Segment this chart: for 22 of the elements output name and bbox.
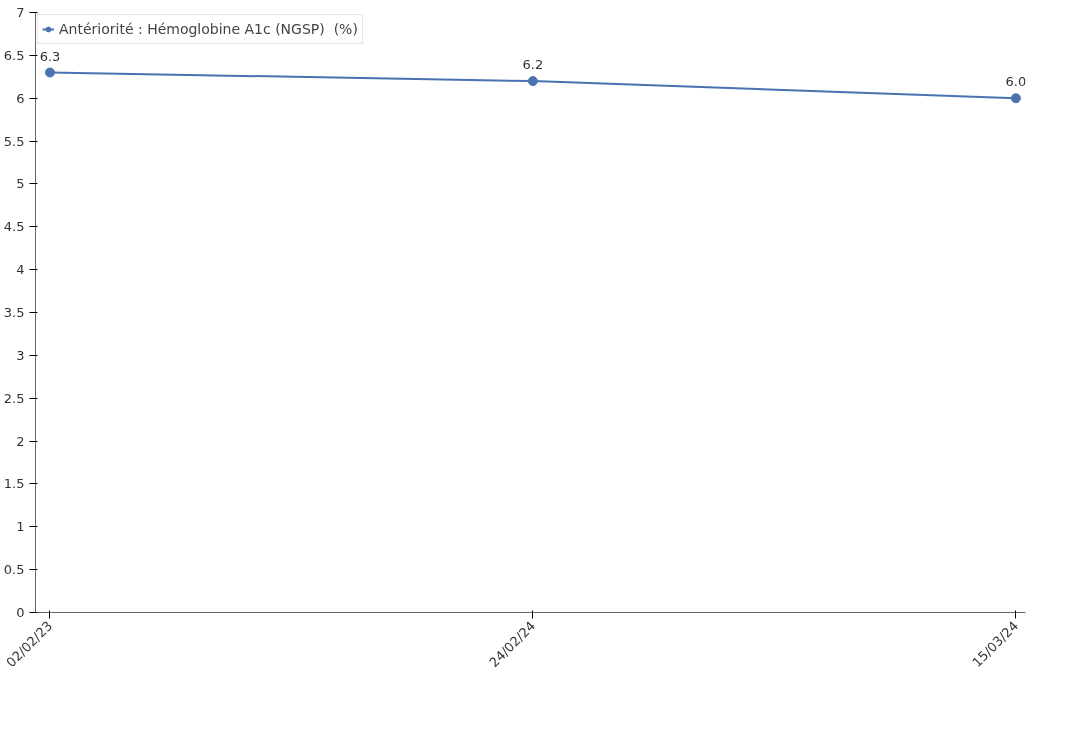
y-tick-label: 5.5 — [3, 133, 25, 149]
data-label: 6.0 — [1005, 74, 1027, 90]
y-tick-label: 0 — [16, 605, 25, 620]
data-label: 6.3 — [39, 48, 61, 64]
y-tick-label: 4 — [16, 262, 25, 278]
point — [44, 67, 55, 78]
point — [527, 76, 538, 87]
legend-label: Antériorité : Hémoglobine A1c (NGSP) (%) — [59, 21, 358, 37]
y-tick-label: 1.5 — [3, 476, 25, 492]
y-tick-label: 2 — [16, 433, 25, 449]
y-tick-label: 5 — [16, 176, 25, 192]
y-tick-label: 1 — [16, 519, 25, 535]
y-tick-label: 4.5 — [3, 219, 25, 235]
y-tick-label: 7 — [16, 5, 25, 20]
point — [1010, 93, 1021, 104]
data-label: 6.2 — [522, 57, 544, 73]
y-tick-label: 6.5 — [3, 47, 25, 63]
y-tick-label: 2.5 — [3, 390, 25, 406]
y-tick-label: 3 — [16, 347, 25, 363]
y-tick-label: 6 — [16, 90, 25, 106]
y-tick-label: 0.5 — [3, 562, 25, 578]
y-tick-label: 3.5 — [3, 305, 25, 320]
